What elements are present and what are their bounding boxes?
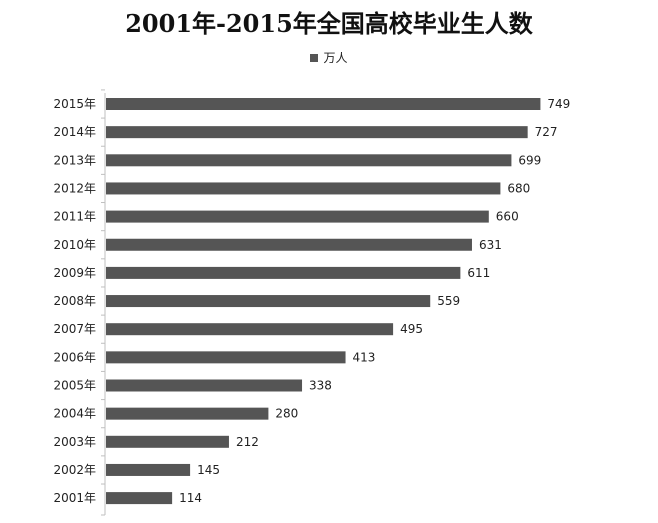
bar: [106, 351, 346, 364]
bar: [106, 323, 394, 336]
bar: [106, 379, 303, 392]
category-label: 2002年: [53, 463, 96, 477]
value-label: 611: [467, 266, 490, 280]
value-label: 495: [400, 322, 423, 336]
value-label: 413: [353, 350, 376, 364]
bar: [106, 492, 173, 505]
category-label: 2013年: [53, 153, 96, 167]
value-label: 280: [275, 407, 298, 421]
legend: 万人: [0, 49, 658, 66]
bar: [106, 126, 528, 139]
value-label: 660: [496, 210, 519, 224]
category-label: 2005年: [53, 379, 96, 393]
category-label: 2006年: [53, 350, 96, 364]
value-label: 145: [197, 463, 220, 477]
bar: [106, 238, 472, 251]
value-label: 680: [507, 181, 530, 195]
bar: [106, 463, 191, 476]
chart-title: 2001年-2015年全国高校毕业生人数: [125, 9, 533, 38]
legend-swatch: [310, 53, 319, 62]
bar: [106, 407, 269, 420]
value-label: 631: [479, 238, 502, 252]
legend-label: 万人: [323, 51, 348, 65]
category-label: 2014年: [53, 125, 96, 139]
category-label: 2012年: [53, 181, 96, 195]
value-label: 559: [437, 294, 460, 308]
category-label: 2008年: [53, 294, 96, 308]
value-label: 114: [179, 491, 202, 505]
value-label: 699: [518, 153, 541, 167]
category-label: 2009年: [53, 266, 96, 280]
category-label: 2003年: [53, 435, 96, 449]
value-label: 749: [547, 97, 570, 111]
value-label: 338: [309, 379, 332, 393]
bar: [106, 295, 431, 308]
category-label: 2004年: [53, 407, 96, 421]
value-label: 212: [236, 435, 259, 449]
bar: [106, 435, 229, 448]
bar: [106, 266, 461, 279]
bar: [106, 98, 541, 110]
value-label: 727: [535, 125, 558, 139]
category-label: 2001年: [53, 491, 96, 505]
category-label: 2007年: [53, 322, 96, 336]
category-label: 2011年: [53, 210, 96, 224]
bar: [106, 182, 501, 195]
bar: [106, 154, 512, 167]
bar: [106, 210, 489, 223]
category-label: 2015年: [53, 97, 96, 111]
category-label: 2010年: [53, 238, 96, 252]
